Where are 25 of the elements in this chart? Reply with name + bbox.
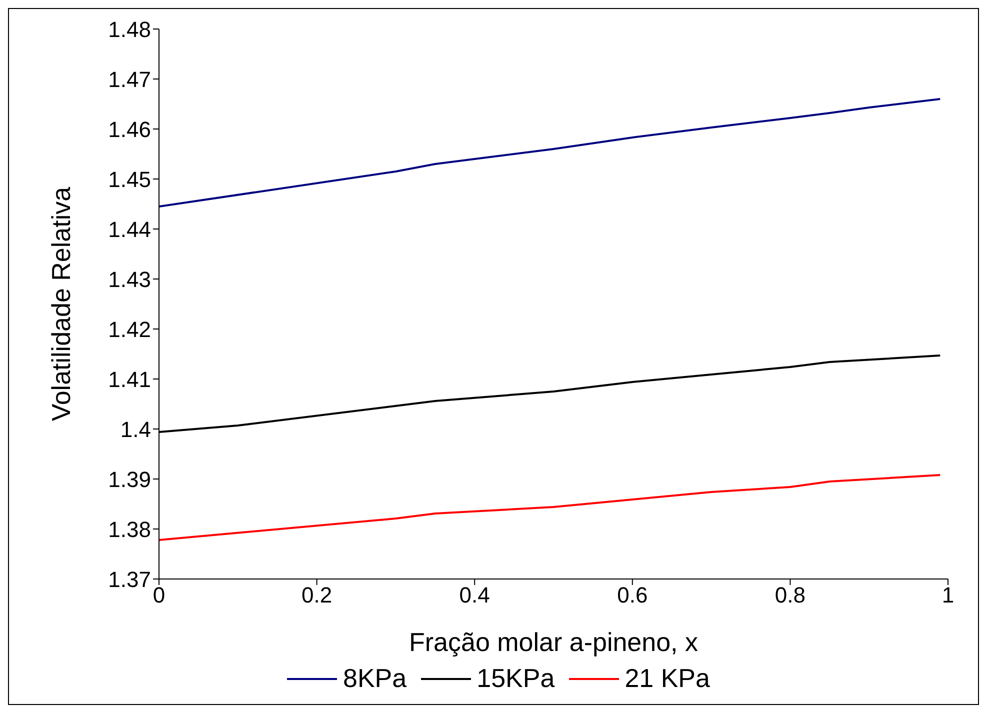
y-tick-label: 1.47 [108, 66, 151, 92]
legend-label: 21 KPa [624, 663, 710, 694]
y-tick-label: 1.42 [108, 316, 151, 342]
y-tick-label: 1.4 [120, 416, 151, 442]
y-axis-title: Volatilidade Relativa [46, 186, 76, 422]
line-series [159, 98, 942, 208]
y-tick-label: 1.48 [108, 16, 151, 42]
x-tick-label: 0.2 [302, 582, 332, 608]
line-series [159, 474, 942, 541]
x-tick-label: 0 [152, 582, 166, 608]
y-tick-label: 1.37 [108, 566, 151, 592]
y-tick-label: 1.39 [108, 466, 151, 492]
y-tick-label: 1.43 [108, 266, 151, 292]
x-tick-label: 1 [942, 582, 954, 608]
legend-label: 15KPa [476, 663, 555, 694]
x-tick-label: 0.6 [617, 582, 648, 608]
y-tick-label: 1.38 [108, 516, 151, 542]
y-tick-label: 1.45 [108, 166, 151, 192]
x-axis-title: Fração molar a-pineno, x [408, 627, 698, 657]
y-tick-label: 1.44 [108, 216, 151, 242]
y-tick-label: 1.41 [108, 366, 151, 392]
y-tick-label: 1.46 [108, 116, 151, 142]
x-tick-label: 0.4 [459, 582, 490, 608]
legend-label: 8KPa [343, 663, 407, 694]
x-tick-label: 0.8 [774, 582, 806, 608]
